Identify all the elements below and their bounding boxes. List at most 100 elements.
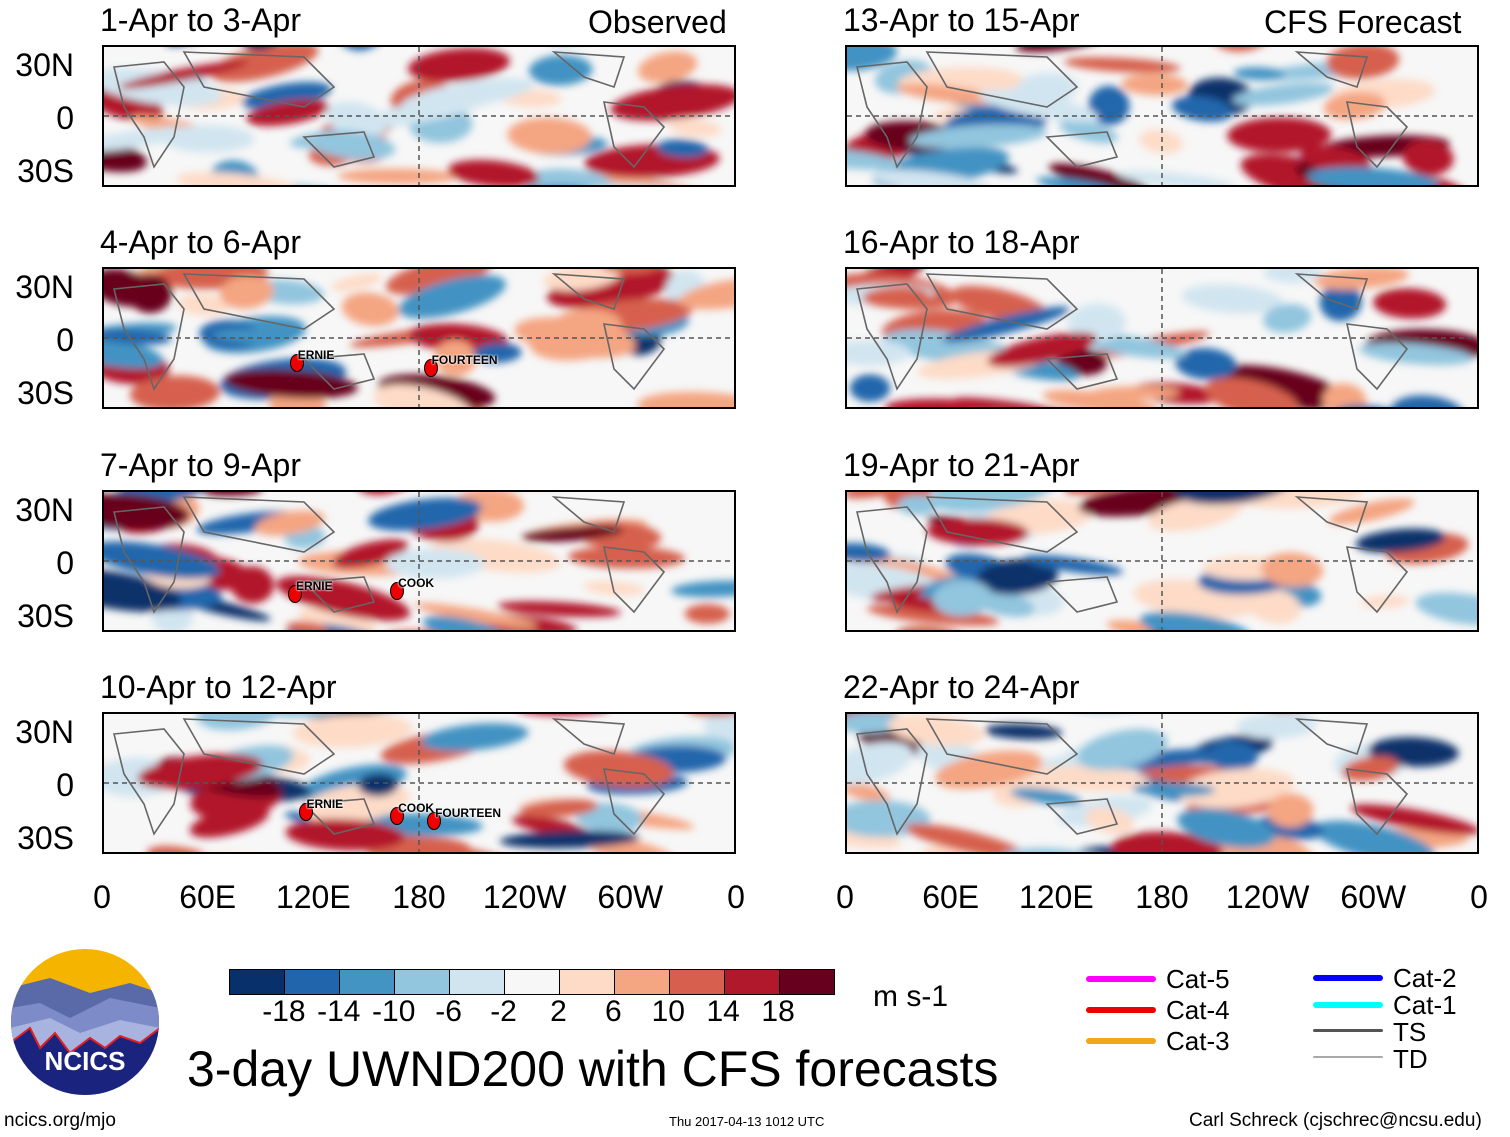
colorbar-swatch xyxy=(615,970,670,994)
legend-label: TD xyxy=(1393,1044,1428,1074)
legend-label: Cat-5 xyxy=(1166,964,1230,994)
colorbar-swatch xyxy=(505,970,560,994)
colorbar-tick-label: -18 xyxy=(262,995,306,1028)
wind-anomaly-map xyxy=(845,45,1479,187)
latitude-label: 30S xyxy=(17,598,74,634)
latitude-label: 30N xyxy=(15,492,74,528)
colorbar-units: m s-1 xyxy=(873,980,948,1013)
storm-icon xyxy=(390,582,405,601)
longitude-label: 0 xyxy=(727,879,745,915)
latitude-label: 0 xyxy=(56,322,74,358)
longitude-label: 60W xyxy=(1340,879,1407,915)
longitude-label: 120E xyxy=(1018,879,1094,915)
panel-title: 13-Apr to 15-Apr xyxy=(843,2,1080,38)
ncics-logo: NCICS xyxy=(10,948,160,1096)
wind-anomaly-map xyxy=(845,712,1479,854)
colorbar-swatch xyxy=(340,970,395,994)
colorbar-swatch xyxy=(285,970,340,994)
latitude-label: 0 xyxy=(56,545,74,581)
storm-icon xyxy=(289,353,304,372)
logo-text: NCICS xyxy=(45,1046,126,1076)
longitude-label: 180 xyxy=(1135,879,1189,915)
wind-anomaly-map xyxy=(845,267,1479,409)
colorbar-swatch xyxy=(395,970,450,994)
legend-label: Cat-2 xyxy=(1393,963,1457,993)
colorbar-tick-label: -10 xyxy=(372,995,416,1028)
storm-icon xyxy=(298,802,313,821)
panel-title: 7-Apr to 9-Apr xyxy=(100,447,301,483)
figure-title: 3-day UWND200 with CFS forecasts xyxy=(187,1041,999,1097)
latitude-label: 30N xyxy=(15,714,74,750)
longitude-label: 120W xyxy=(482,879,567,915)
wind-anomaly-map xyxy=(845,490,1479,632)
legend-label: Cat-1 xyxy=(1393,990,1457,1020)
colorbar-tick-label: 6 xyxy=(605,995,622,1028)
colorbar-tick-label: -6 xyxy=(435,995,462,1028)
legend-line-cat-2 xyxy=(1313,975,1383,981)
colorbar-tick-label: -14 xyxy=(317,995,361,1028)
observed-label: Observed xyxy=(588,4,727,40)
legend-line-cat-5 xyxy=(1086,976,1156,982)
colorbar-swatch xyxy=(725,970,780,994)
panel-title: 4-Apr to 6-Apr xyxy=(100,224,301,260)
legend-label: Cat-4 xyxy=(1166,995,1230,1025)
wind-anomaly-map xyxy=(102,267,736,409)
colorbar-tick-label: 14 xyxy=(706,995,740,1028)
panel-title: 16-Apr to 18-Apr xyxy=(843,224,1080,260)
forecast-label: CFS Forecast xyxy=(1264,4,1462,40)
storm-label: FOURTEEN xyxy=(431,353,498,368)
colorbar-swatch xyxy=(670,970,725,994)
legend-line-td xyxy=(1313,1056,1383,1058)
longitude-label: 120W xyxy=(1225,879,1310,915)
legend-label: Cat-3 xyxy=(1166,1026,1230,1056)
colorbar-tick-label: -2 xyxy=(490,995,517,1028)
colorbar-tick-label: 18 xyxy=(761,995,795,1028)
legend-line-cat-1 xyxy=(1313,1002,1383,1008)
legend-label: TS xyxy=(1393,1017,1427,1047)
wind-anomaly-map xyxy=(102,490,736,632)
footer-timestamp: Thu 2017-04-13 1012 UTC xyxy=(669,1114,825,1129)
storm-label: COOK xyxy=(398,576,435,591)
storm-label: ERNIE xyxy=(297,347,335,362)
panel-title: 22-Apr to 24-Apr xyxy=(843,669,1080,705)
longitude-label: 180 xyxy=(392,879,446,915)
latitude-label: 30N xyxy=(15,269,74,305)
longitude-label: 0 xyxy=(1470,879,1488,915)
longitude-label: 120E xyxy=(275,879,351,915)
latitude-label: 30S xyxy=(17,375,74,411)
wind-anomaly-map xyxy=(102,712,736,854)
longitude-label: 60E xyxy=(922,879,980,915)
longitude-label: 0 xyxy=(836,879,854,915)
colorbar-swatch xyxy=(560,970,615,994)
colorbar-tick-label: 10 xyxy=(651,995,685,1028)
latitude-label: 30S xyxy=(17,820,74,856)
footer-url: ncics.org/mjo xyxy=(4,1110,116,1131)
longitude-label: 60E xyxy=(179,879,237,915)
legend-line-ts xyxy=(1313,1029,1383,1032)
storm-label: FOURTEEN xyxy=(435,806,502,821)
colorbar-swatch xyxy=(780,970,834,994)
storm-label: ERNIE xyxy=(306,796,344,811)
longitude-label: 60W xyxy=(597,879,664,915)
legend-line-cat-4 xyxy=(1086,1007,1156,1013)
latitude-label: 0 xyxy=(56,100,74,136)
wind-anomaly-map xyxy=(102,45,736,187)
latitude-label: 30N xyxy=(15,47,74,83)
colorbar-tick-label: 2 xyxy=(550,995,567,1028)
storm-icon xyxy=(287,584,302,603)
footer-author: Carl Schreck (cjschrec@ncsu.edu) xyxy=(1189,1110,1482,1131)
latitude-label: 30S xyxy=(17,153,74,189)
storm-icon xyxy=(423,359,438,378)
panel-title: 1-Apr to 3-Apr xyxy=(100,2,301,38)
storm-icon xyxy=(390,806,405,825)
colorbar-swatch xyxy=(450,970,505,994)
latitude-label: 0 xyxy=(56,767,74,803)
longitude-label: 0 xyxy=(93,879,111,915)
panel-title: 10-Apr to 12-Apr xyxy=(100,669,337,705)
storm-label: COOK xyxy=(398,800,435,815)
colorbar-swatch xyxy=(230,970,285,994)
panel-title: 19-Apr to 21-Apr xyxy=(843,447,1080,483)
storm-icon xyxy=(427,812,442,831)
legend-line-cat-3 xyxy=(1086,1038,1156,1044)
storm-label: ERNIE xyxy=(295,578,333,593)
